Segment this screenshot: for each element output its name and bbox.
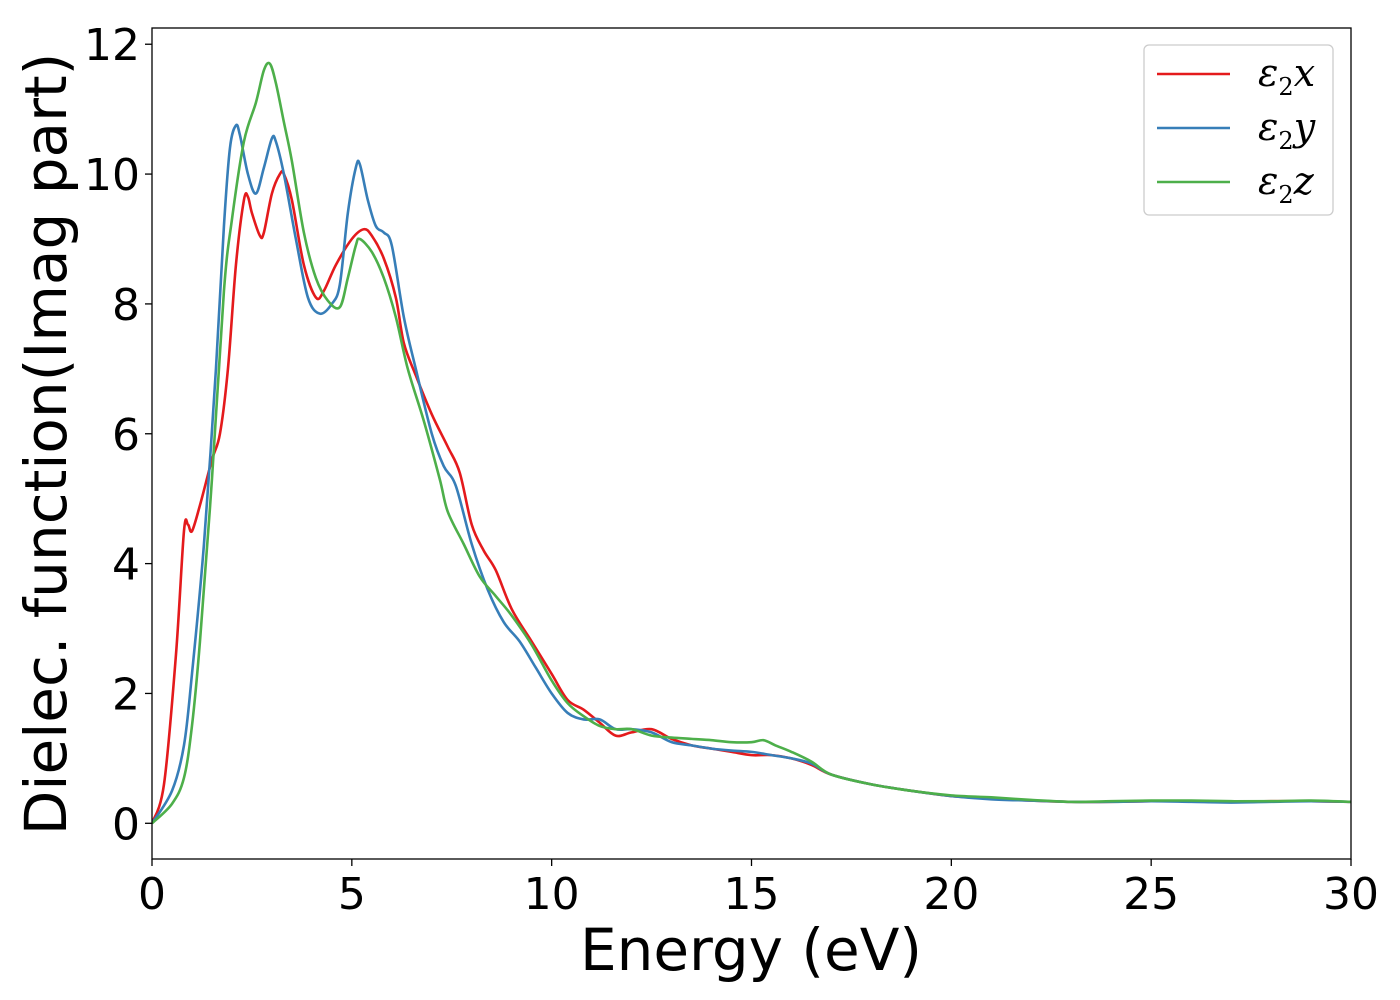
x-tick-label: 25	[1123, 869, 1179, 920]
series-line-x	[152, 169, 1351, 824]
y-tick-label: 8	[112, 280, 140, 331]
series-line-y	[152, 123, 1351, 824]
y-tick-label: 6	[112, 410, 140, 461]
legend-label-x: ε2x	[1258, 51, 1315, 101]
x-tick-label: 15	[724, 869, 780, 920]
legend-label-y: ε2y	[1258, 105, 1316, 155]
x-tick-label: 30	[1323, 869, 1379, 920]
legend-box	[1143, 44, 1334, 216]
series-layer	[152, 61, 1351, 825]
y-tick-label: 2	[112, 669, 140, 720]
x-tick-label: 10	[524, 869, 580, 920]
y-tick-label: 4	[112, 540, 140, 591]
x-tick-label: 5	[338, 869, 366, 920]
y-tick-label: 0	[112, 799, 140, 850]
legend-label-z: ε2z	[1258, 159, 1315, 209]
series-line-z	[152, 61, 1351, 825]
y-tick-label: 10	[84, 150, 140, 201]
ticks-layer: 0 5 10 15 20 25 30 0 2 4 6 8 10 12	[84, 20, 1379, 920]
y-axis-title: Dielec. function(Imag part)	[12, 53, 80, 836]
x-tick-label: 20	[923, 869, 979, 920]
x-axis-title: Energy (eV)	[580, 916, 922, 984]
x-tick-label: 0	[138, 869, 166, 920]
y-tick-label: 12	[84, 20, 140, 71]
